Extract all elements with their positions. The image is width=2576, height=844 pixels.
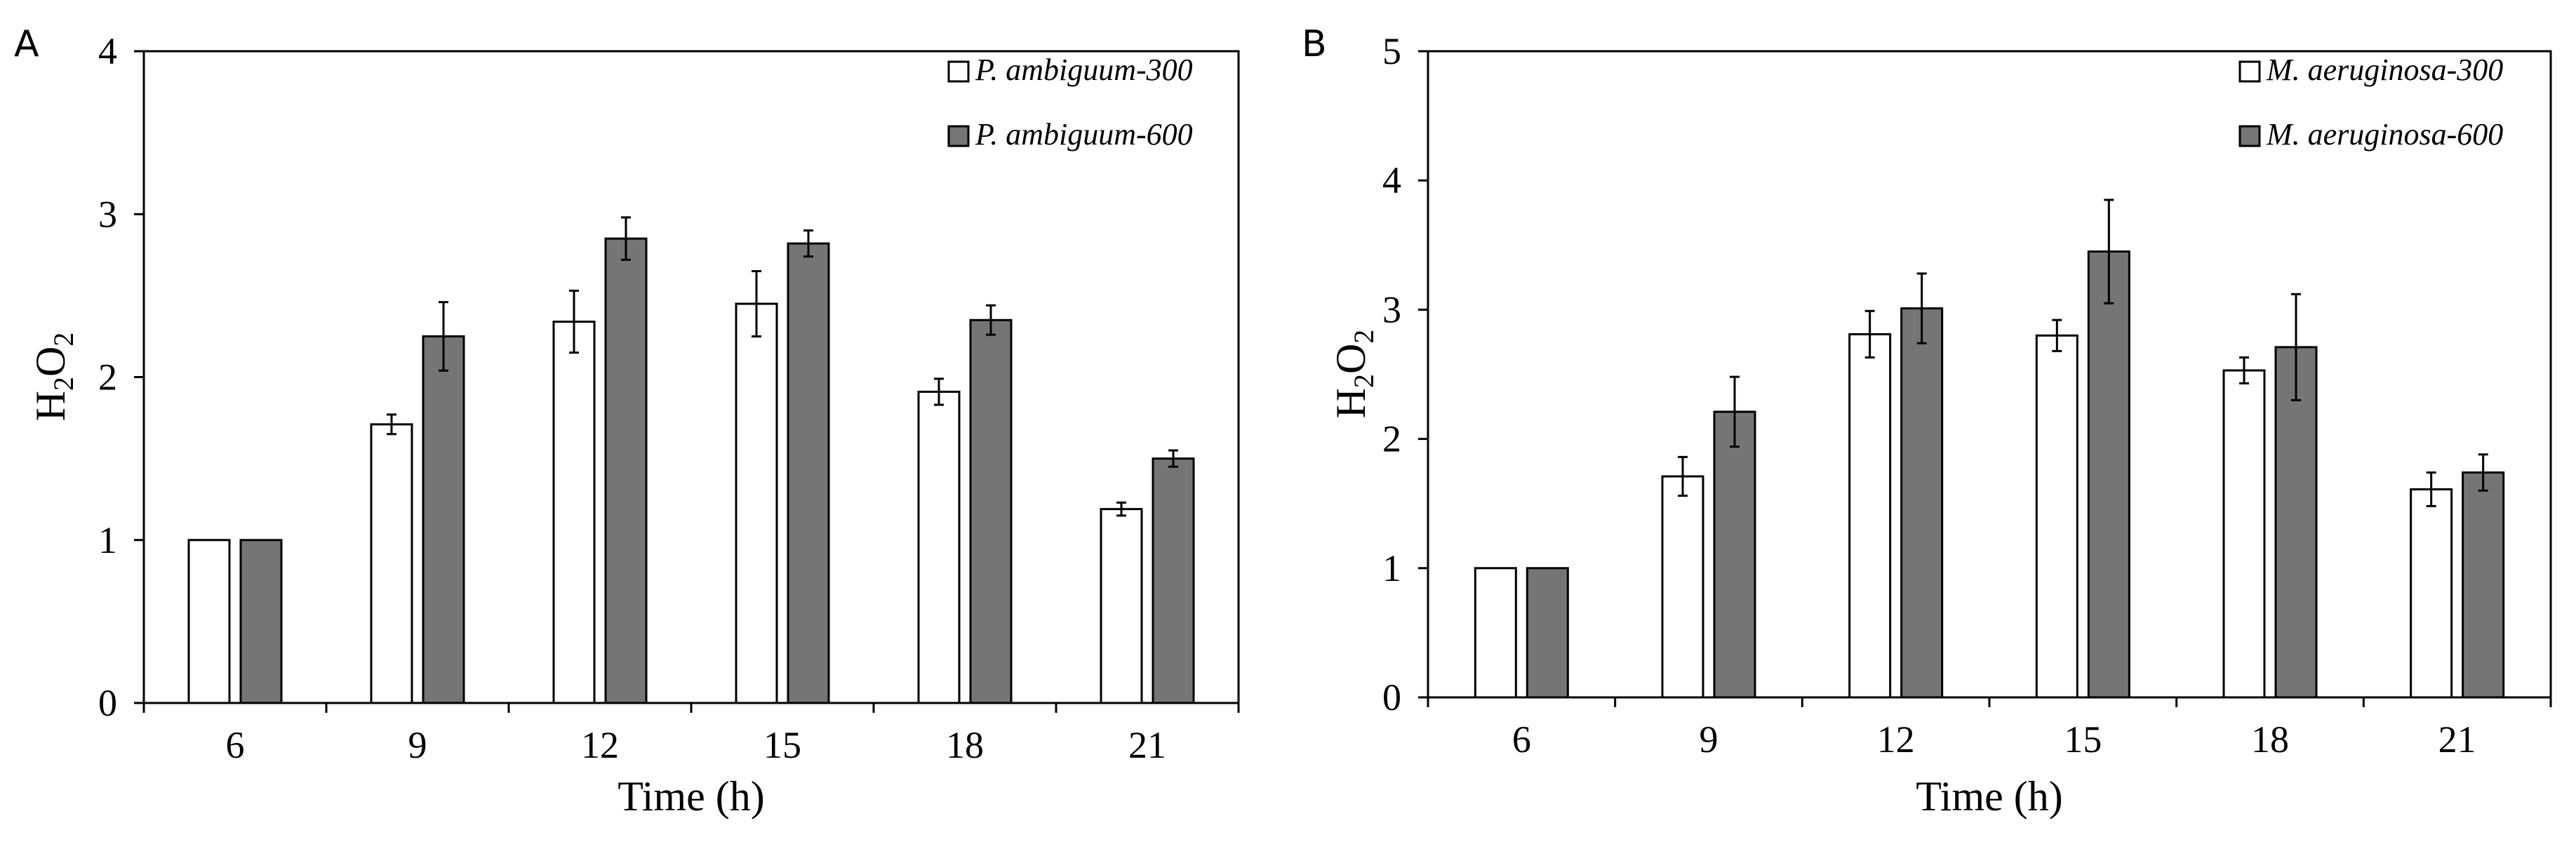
y-tick-label: 0 <box>98 682 117 724</box>
bar-series-2 <box>1900 307 1944 699</box>
error-bar <box>2291 293 2301 401</box>
error-bar <box>1916 272 1927 344</box>
legend-swatch-2 <box>947 125 970 147</box>
y-tick-label: 1 <box>1382 547 1401 589</box>
bar-series-2 <box>1526 567 1569 699</box>
y-tick-label: 1 <box>98 519 117 561</box>
panel-b-letter: B <box>1302 23 1327 65</box>
x-tick-label: 12 <box>581 724 619 766</box>
error-bar <box>621 216 631 261</box>
bar-series-2 <box>2274 346 2318 699</box>
panel-a-x-axis-title: Time (h) <box>618 773 764 819</box>
bar-series-2 <box>239 539 283 704</box>
x-tick-label: 21 <box>1128 724 1166 766</box>
bar-series-2 <box>787 242 830 704</box>
panel-a-y-axis-title-o: O <box>27 347 74 377</box>
panel-a-y-axis-title-sub2: 2 <box>48 333 79 347</box>
panel-b-y-axis-title: H2O2 <box>1328 330 1380 419</box>
panel-a-y-axis-title-sub1: 2 <box>48 377 79 391</box>
error-bar <box>803 229 813 258</box>
x-tick-label: 18 <box>946 724 984 766</box>
bar-series-1 <box>187 539 231 704</box>
bar-series-1 <box>2410 488 2453 699</box>
error-bar <box>2052 319 2062 352</box>
error-bar <box>1116 501 1126 517</box>
bar-series-2 <box>1713 410 1756 699</box>
x-tick-label: 6 <box>226 724 245 766</box>
panel-b-bars <box>1474 199 2505 699</box>
error-bar <box>2426 471 2436 507</box>
panel-a-bars <box>187 216 1195 704</box>
error-bar <box>986 304 996 336</box>
y-tick-label: 2 <box>98 356 117 398</box>
bar-series-1 <box>1474 567 1517 699</box>
y-tick-label: 4 <box>98 30 117 72</box>
legend-label-1: M. aeruginosa-300 <box>2266 53 2503 87</box>
bar-series-1 <box>552 321 596 704</box>
bar-series-1 <box>2035 334 2078 699</box>
panel-b-y-axis-title-sub1: 2 <box>1348 374 1380 388</box>
y-tick-label: 2 <box>1382 418 1401 460</box>
panel-b-y-axis-title-h: H <box>1328 388 1374 418</box>
bar-series-1 <box>2222 369 2266 699</box>
bar-series-2 <box>969 319 1013 704</box>
error-bar <box>2478 453 2488 492</box>
legend-swatch-2 <box>2238 125 2261 147</box>
x-tick-label: 21 <box>2438 718 2476 761</box>
x-tick-label: 15 <box>2064 718 2102 761</box>
x-tick-label: 9 <box>408 724 427 766</box>
error-bar <box>1168 449 1178 468</box>
bar-series-2 <box>604 237 648 704</box>
error-bar <box>934 377 944 406</box>
panel-b-y-axis-title-o: O <box>1328 344 1374 374</box>
bar-series-1 <box>917 390 961 704</box>
error-bar <box>569 289 579 354</box>
bar-series-1 <box>1848 333 1892 699</box>
error-bar <box>387 413 396 436</box>
x-tick-label: 6 <box>1512 718 1531 761</box>
error-bar <box>752 270 761 337</box>
panel-a-letter: A <box>14 23 39 65</box>
legend-swatch-1 <box>947 60 970 83</box>
panel-b-x-axis-title: Time (h) <box>1916 773 2062 819</box>
legend-label-1: P. ambiguum-300 <box>975 53 1193 87</box>
legend-swatch-1 <box>2238 60 2261 83</box>
x-tick-label: 18 <box>2251 718 2289 761</box>
bar-series-1 <box>735 302 778 704</box>
x-tick-label: 12 <box>1877 718 1915 761</box>
legend-label-2: M. aeruginosa-600 <box>2266 117 2503 152</box>
panel-a-legend: P. ambiguum-300 P. ambiguum-600 <box>947 53 1193 152</box>
error-bar <box>1678 455 1688 497</box>
x-tick-label: 15 <box>763 724 801 766</box>
x-tick-label: 9 <box>1700 718 1719 761</box>
bar-series-1 <box>1661 475 1704 699</box>
error-bar <box>2104 199 2114 304</box>
y-tick-label: 3 <box>1382 288 1401 330</box>
y-tick-label: 5 <box>1382 30 1401 72</box>
y-tick-label: 0 <box>1382 676 1401 718</box>
panel-b-y-axis-title-sub2: 2 <box>1348 330 1380 344</box>
y-tick-label: 4 <box>1382 159 1401 201</box>
bar-series-2 <box>422 335 465 704</box>
bar-series-2 <box>2087 250 2130 699</box>
panel-a-y-axis-title-h: H <box>27 391 74 421</box>
bar-series-2 <box>1152 457 1195 704</box>
legend-label-2: P. ambiguum-600 <box>975 117 1193 152</box>
error-bar <box>2239 356 2249 384</box>
bar-series-2 <box>2462 471 2505 699</box>
panel-a-y-axis-title: H2O2 <box>27 333 79 422</box>
error-bar <box>1864 309 1875 359</box>
y-tick-label: 3 <box>98 193 117 235</box>
error-bar <box>1730 375 1740 448</box>
bar-series-1 <box>1100 508 1143 704</box>
panel-b-legend: M. aeruginosa-300 M. aeruginosa-600 <box>2238 53 2503 152</box>
error-bar <box>439 301 448 372</box>
bar-series-1 <box>370 423 413 704</box>
